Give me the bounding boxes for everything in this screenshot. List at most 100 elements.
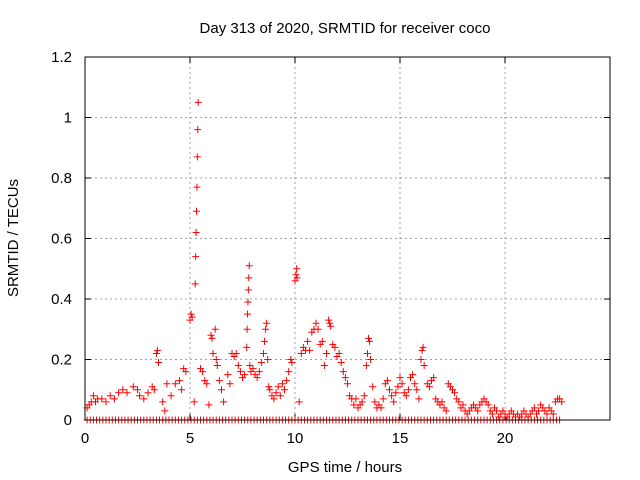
plot-frame [84,56,611,421]
data-point [260,349,267,357]
data-point [339,368,347,376]
x-tick-label: 15 [392,430,409,447]
data-point [276,392,284,400]
data-point [306,346,314,354]
data-point [379,395,387,403]
data-point [363,349,371,357]
data-point [244,298,252,306]
data-point [272,389,280,397]
data-point [253,374,261,382]
x-tick-label: 0 [81,430,89,447]
data-point [265,383,273,391]
data-point [530,404,538,412]
data-point [558,398,566,406]
data-point [367,356,375,363]
data-point [182,368,190,376]
chart-title: Day 313 of 2020, SRMTID for receiver coc… [200,20,491,37]
data-point [402,392,410,400]
data-point [218,386,225,394]
data-point [232,349,240,357]
data-point [369,383,377,391]
data-point [409,371,417,379]
data-point [255,368,263,376]
data-point [292,271,300,279]
x-tick-label: 20 [497,430,514,447]
data-point [152,349,160,357]
data-point [261,337,269,345]
y-axis-title: SRMTID / TECUs [5,179,22,297]
data-point [295,398,303,406]
data-point [398,380,406,388]
data-point [123,389,131,397]
data-point [89,392,97,400]
data-point [226,380,234,388]
data-point [283,377,291,385]
data-point [140,395,148,403]
data-point [211,325,219,333]
data-point [205,401,213,409]
data-point [543,410,551,418]
data-point [192,253,200,261]
data-point [281,386,288,394]
data-point [263,319,271,327]
data-point [352,395,360,403]
y-tick-label: 0 [64,412,72,429]
data-point [243,325,251,333]
data-point [245,262,253,270]
data-point [190,398,198,406]
data-point [337,359,345,367]
data-point [474,407,482,415]
data-point [459,401,467,409]
data-point [288,359,296,367]
data-point [326,319,334,327]
data-point [244,310,252,318]
data-point [115,389,123,397]
x-axis-title: GPS time / hours [288,459,402,476]
data-point [341,374,349,382]
data-point [155,359,162,367]
data-point [331,343,339,351]
data-point [314,325,322,333]
data-point [411,380,419,388]
data-point [270,395,278,403]
data-point [241,371,249,379]
data-point [390,398,398,406]
data-point [213,362,221,370]
data-point [209,349,217,357]
data-point [293,265,301,273]
data-point [102,398,110,406]
data-point [438,398,446,406]
data-point [199,368,207,376]
data-point [394,383,402,391]
data-point [136,392,144,400]
data-point [144,389,152,397]
data-point [371,398,379,406]
data-point [451,389,459,397]
data-point [249,365,257,373]
y-tick-label: 1 [64,110,72,127]
data-point [304,337,312,345]
x-tick-label: 5 [186,430,194,447]
data-point [159,398,167,406]
data-point [192,228,200,236]
data-point [167,392,175,400]
data-point [171,380,179,388]
data-point [358,398,366,406]
data-point [262,325,270,333]
x-tick-label: 10 [287,430,304,447]
data-point [396,374,404,382]
data-point [188,313,196,321]
data-point [366,337,374,345]
data-point [278,380,286,388]
data-point [163,380,171,388]
data-point [418,346,426,354]
data-point [178,386,186,394]
data-point [119,386,127,394]
data-point [383,377,391,385]
tick-labels: 0 5 10 15 20 0 0.2 0.4 0.6 0.8 1 1.2 [51,49,513,447]
data-point [161,407,169,415]
y-tick-label: 0.8 [51,170,72,187]
data-point [257,359,265,367]
data-point [420,362,428,370]
